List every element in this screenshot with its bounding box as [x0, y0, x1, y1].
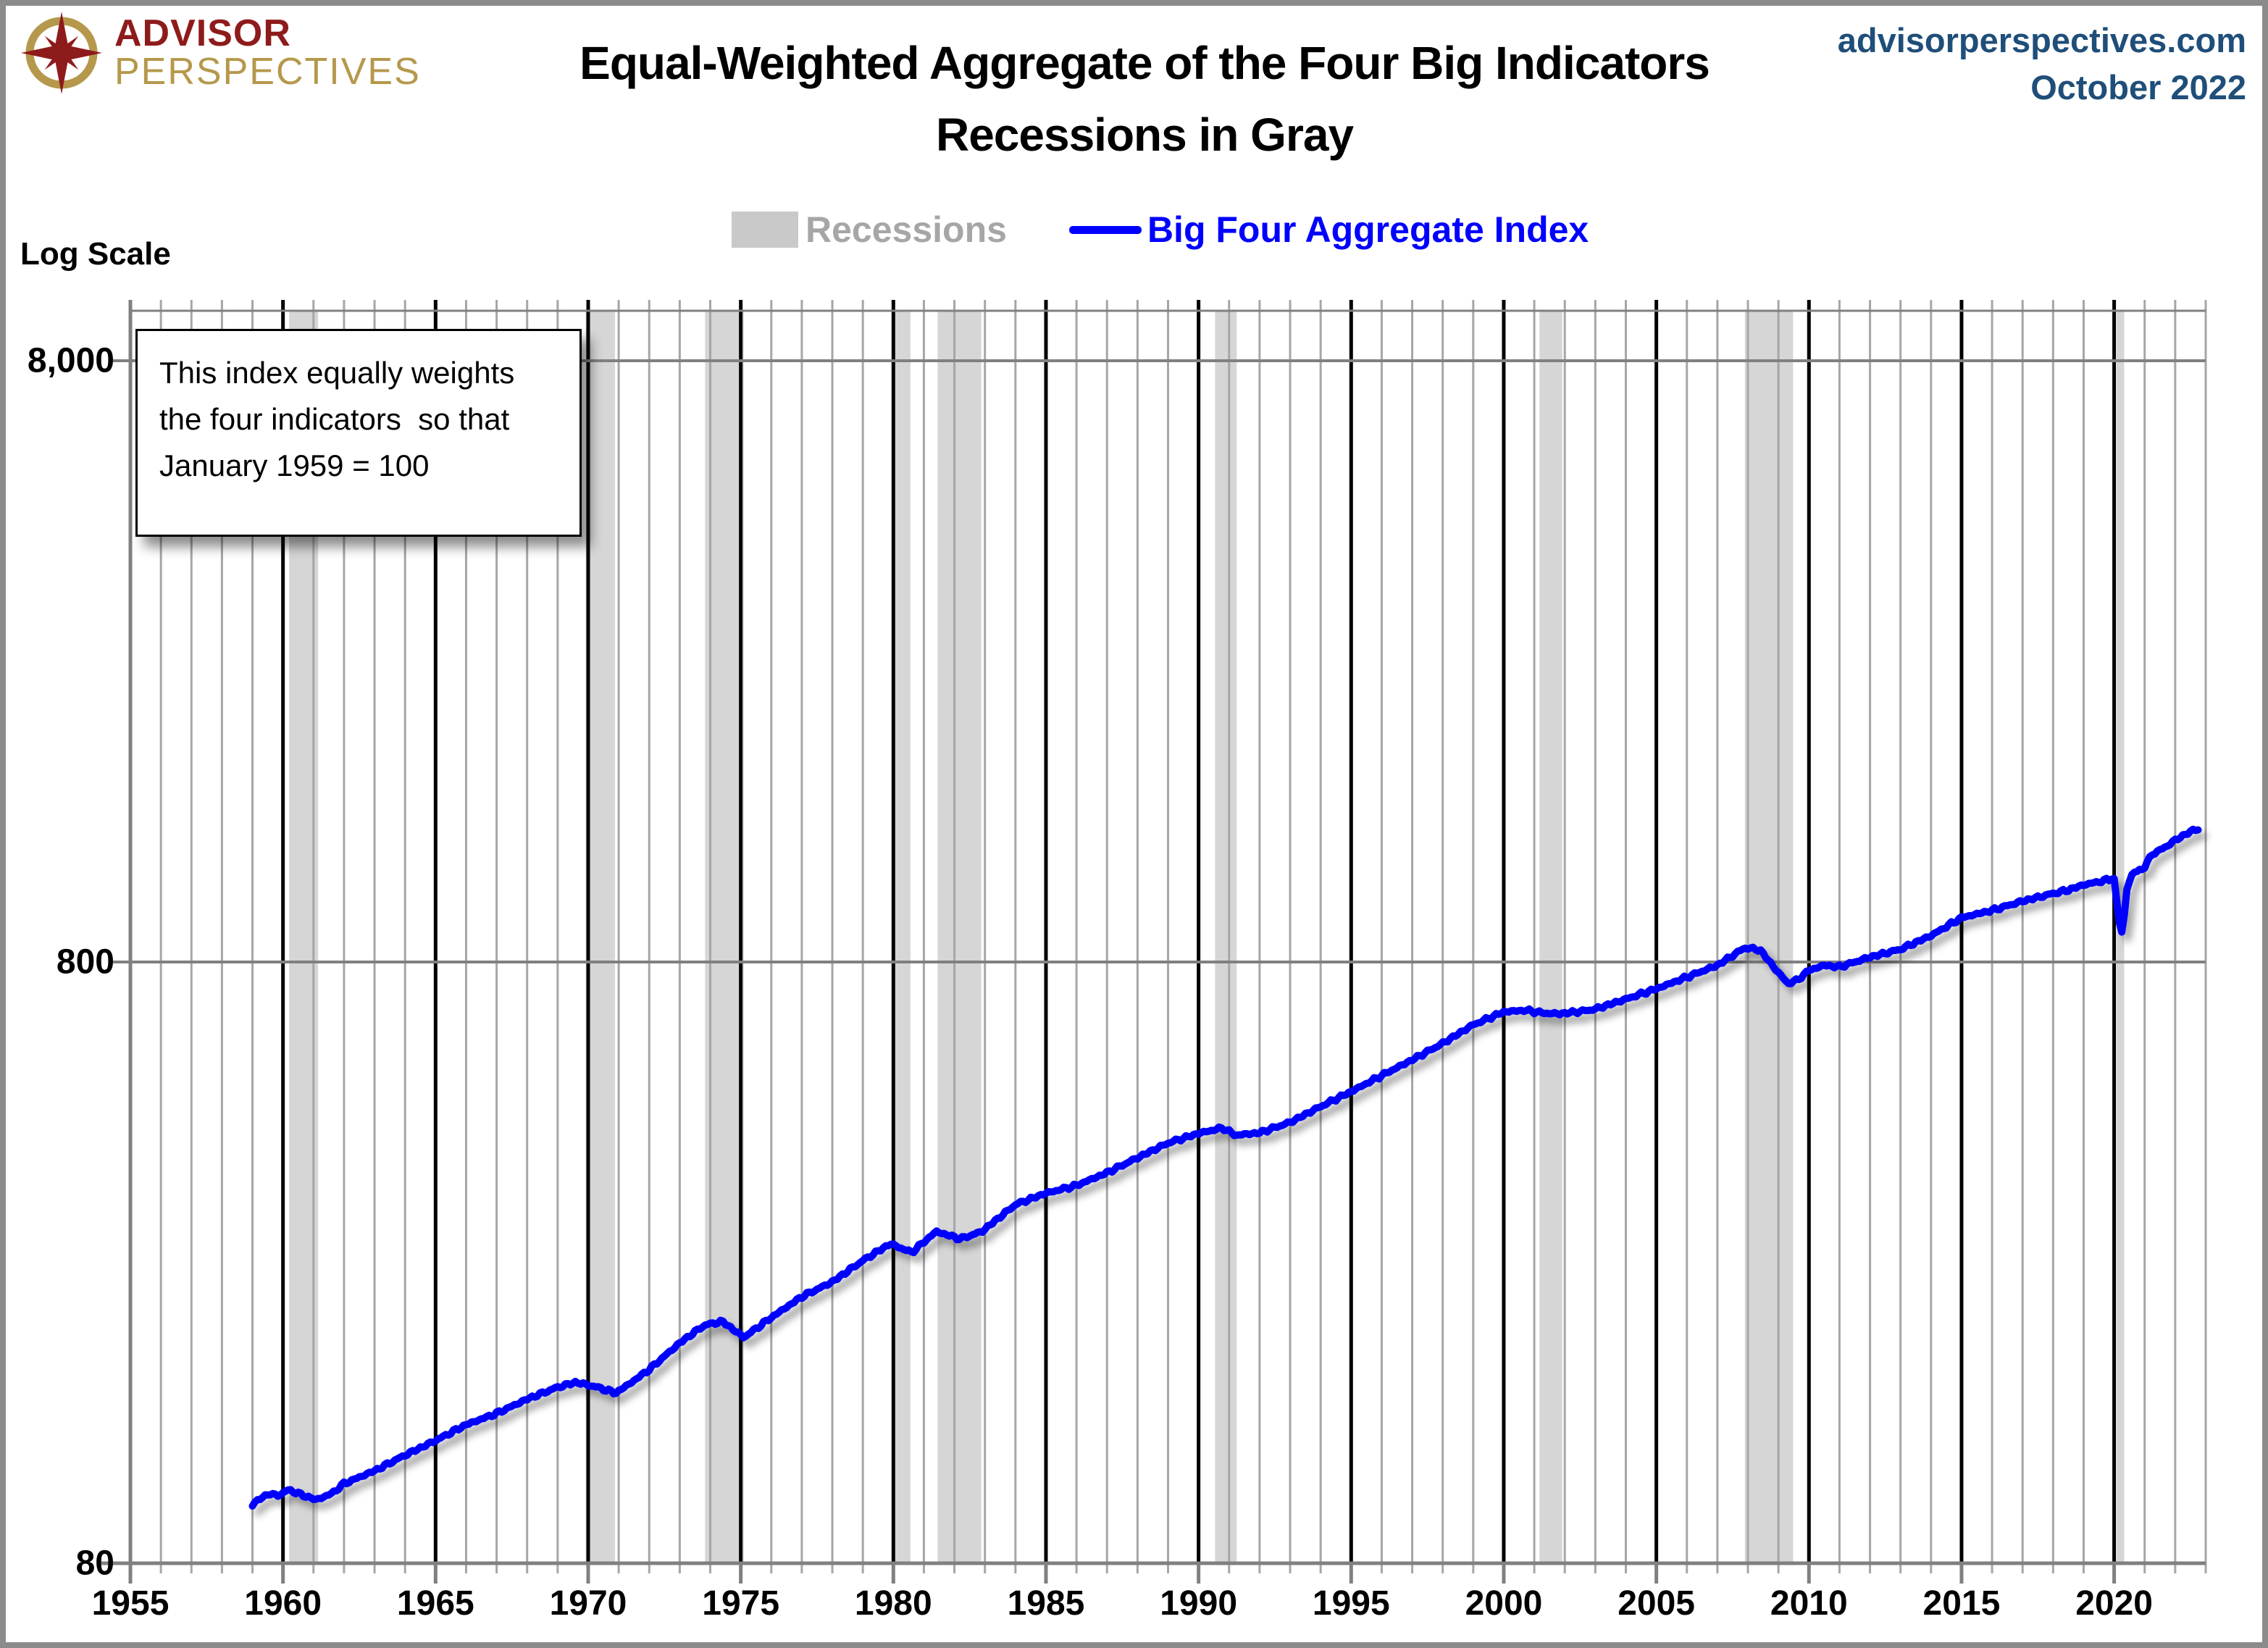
y-tick-label: 8,000: [27, 341, 114, 380]
logo-line2: PERSPECTIVES: [114, 51, 421, 93]
recession-band: [1744, 311, 1794, 1563]
chart-title: Equal-Weighted Aggregate of the Four Big…: [435, 28, 1854, 171]
big-four-aggregate-line: [248, 825, 2202, 1510]
chart-title-line1: Equal-Weighted Aggregate of the Four Big…: [579, 37, 1710, 89]
annotation-box: This index equally weights the four indi…: [135, 329, 582, 537]
x-tick-label: 1990: [1160, 1584, 1238, 1623]
series-line-icon: [1068, 225, 1142, 234]
recession-band: [1539, 311, 1562, 1563]
x-tick-label: 2000: [1465, 1584, 1543, 1623]
source-site: advisorperspectives.com: [1837, 21, 2246, 59]
annotation-line1: This index equally weights: [159, 356, 515, 390]
x-tick-label: 1955: [91, 1584, 170, 1623]
chart-title-line2: Recessions in Gray: [935, 109, 1354, 162]
legend-series-label: Big Four Aggregate Index: [1147, 209, 1589, 250]
advisor-perspectives-logo: ADVISOR PERSPECTIVES: [19, 10, 421, 96]
recession-band: [1215, 311, 1237, 1563]
x-tick-label: 2015: [1922, 1584, 2001, 1623]
x-tick-label: 1980: [854, 1584, 932, 1623]
x-tick-label: 1975: [702, 1584, 780, 1623]
x-tick-label: 1965: [396, 1584, 474, 1623]
y-tick-label: 800: [56, 942, 114, 982]
recessions-swatch-icon: [732, 212, 798, 248]
x-tick-label: 2005: [1618, 1584, 1695, 1623]
x-tick-label: 1970: [549, 1584, 627, 1623]
source-block: advisorperspectives.com October 2022: [1838, 17, 2246, 112]
recession-band: [585, 311, 616, 1563]
x-tick-label: 2020: [2075, 1584, 2153, 1623]
annotation-line2: the four indicators so that: [159, 401, 510, 436]
x-tick-label: 1960: [244, 1584, 322, 1623]
compass-star-icon: [21, 12, 102, 94]
annotation-line3: January 1959 = 100: [159, 448, 430, 482]
source-date: October 2022: [2030, 67, 2246, 106]
recession-band: [894, 311, 911, 1563]
x-tick-label: 2010: [1770, 1584, 1848, 1623]
recession-band: [937, 311, 982, 1563]
recession-band: [705, 311, 744, 1563]
recession-band: [2116, 311, 2125, 1563]
legend: Recessions Big Four Aggregate Index: [732, 209, 1589, 251]
legend-recessions-label: Recessions: [805, 209, 1007, 250]
log-scale-label: Log Scale: [20, 236, 171, 272]
x-tick-label: 1985: [1007, 1584, 1085, 1623]
y-tick-label: 80: [75, 1544, 114, 1583]
x-tick-label: 1995: [1312, 1584, 1390, 1623]
logo-line1: ADVISOR: [114, 12, 291, 54]
